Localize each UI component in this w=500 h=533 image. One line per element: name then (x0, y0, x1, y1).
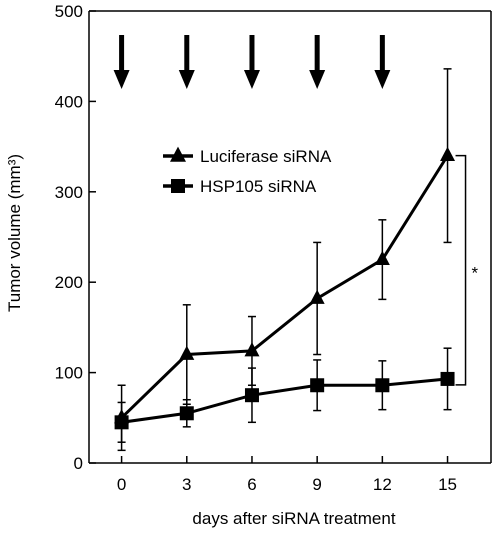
x-tick-label: 12 (373, 475, 392, 494)
legend: Luciferase siRNA HSP105 siRNA (163, 146, 332, 196)
series-line (121, 377, 448, 424)
x-axis-title: days after siRNA treatment (192, 509, 395, 528)
treatment-arrow (113, 35, 130, 89)
data-point (375, 378, 390, 393)
x-tick-label: 6 (247, 475, 256, 494)
axes (88, 10, 492, 464)
y-tick-label: 100 (55, 364, 83, 383)
y-tick-label: 400 (55, 92, 83, 111)
arrow-head (309, 70, 326, 89)
treatment-arrow (243, 35, 260, 89)
data-point (114, 415, 129, 430)
x-tick-label: 9 (312, 475, 321, 494)
series (114, 68, 456, 452)
data-point (440, 146, 456, 162)
legend-label: Luciferase siRNA (200, 147, 332, 166)
legend-item-1: HSP105 siRNA (163, 177, 317, 196)
treatment-arrow (374, 35, 391, 89)
treatment-arrow (178, 35, 195, 89)
series-1 (114, 347, 455, 443)
x-tick-label: 15 (438, 475, 457, 494)
arrow-head (113, 70, 130, 89)
bracket-line (455, 154, 467, 386)
ticks: 0 100 200 300 400 500 0 3 6 9 12 15 (55, 2, 457, 494)
data-point (179, 406, 194, 421)
legend-label: HSP105 siRNA (200, 177, 317, 196)
data-point (244, 342, 260, 357)
y-tick-label: 300 (55, 183, 83, 202)
data-point (179, 345, 195, 360)
x-tick-label: 3 (182, 475, 191, 494)
data-point (374, 250, 390, 266)
legend-marker (171, 179, 185, 193)
y-tick-label: 0 (74, 454, 83, 473)
arrow-head (178, 70, 195, 89)
x-tick-label: 0 (117, 475, 126, 494)
y-axis-title: Tumor volume (mm³) (5, 154, 24, 312)
treatment-arrow (309, 35, 326, 89)
legend-item-0: Luciferase siRNA (163, 146, 332, 166)
data-point (310, 378, 325, 393)
treatment-arrows (113, 35, 391, 89)
legend-marker (170, 146, 186, 162)
data-point (440, 371, 455, 386)
significance-label: * (472, 263, 479, 282)
series-0 (114, 68, 456, 452)
arrow-head (243, 70, 260, 89)
arrow-head (374, 70, 391, 89)
data-point (244, 388, 259, 403)
significance-bracket: * (455, 154, 479, 386)
data-point (309, 289, 325, 304)
y-tick-label: 500 (55, 2, 83, 21)
y-tick-label: 200 (55, 273, 83, 292)
series-line (120, 154, 449, 419)
